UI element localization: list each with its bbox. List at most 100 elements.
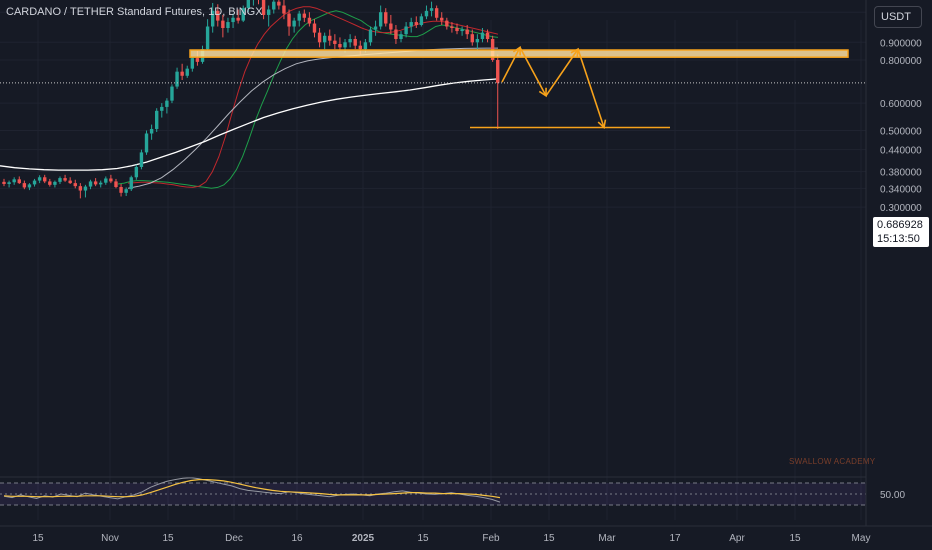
candle-body bbox=[78, 186, 83, 191]
candle-body bbox=[307, 17, 312, 24]
candle-body bbox=[455, 28, 459, 32]
candle-body bbox=[83, 186, 88, 191]
candle-body bbox=[2, 181, 6, 184]
x-tick-label: Mar bbox=[598, 533, 616, 544]
candle-body bbox=[32, 180, 37, 185]
last-price-value: 0.686928 bbox=[877, 219, 923, 231]
candle-body bbox=[261, 0, 266, 15]
projection-segment bbox=[501, 47, 521, 83]
candle-body bbox=[277, 1, 281, 6]
candle-body bbox=[180, 71, 184, 76]
y-tick-label: 0.600000 bbox=[880, 99, 922, 110]
candle-body bbox=[149, 128, 154, 134]
x-tick-label: 16 bbox=[291, 533, 303, 544]
author-watermark: SWALLOW ACADEMY bbox=[789, 457, 876, 466]
candle-body bbox=[419, 16, 424, 26]
candle-body bbox=[373, 26, 378, 30]
candle-body bbox=[88, 181, 93, 187]
candle-body bbox=[216, 10, 220, 21]
y-tick-label: 0.300000 bbox=[880, 203, 922, 214]
last-price-tag: 0.686928 15:13:50 bbox=[873, 217, 929, 247]
candle-body bbox=[246, 0, 251, 9]
projection-segment bbox=[545, 48, 579, 97]
currency-button[interactable]: USDT bbox=[874, 6, 922, 28]
candle-body bbox=[119, 187, 123, 193]
candle-body bbox=[312, 23, 317, 33]
moving-average-line bbox=[0, 78, 499, 171]
candle-body bbox=[404, 26, 408, 35]
y-tick-label: 0.900000 bbox=[880, 38, 922, 49]
candle-body bbox=[43, 177, 47, 182]
moving-average-line bbox=[127, 6, 499, 188]
candle-body bbox=[221, 20, 225, 29]
candle-body bbox=[470, 34, 474, 43]
candle-body bbox=[63, 178, 67, 181]
candle-body bbox=[429, 8, 434, 11]
candle-body bbox=[104, 178, 108, 183]
candle-body bbox=[328, 35, 332, 41]
candle-body bbox=[394, 29, 398, 40]
candle-body bbox=[353, 39, 357, 46]
candle-body bbox=[368, 29, 373, 43]
candle-body bbox=[302, 13, 307, 18]
y-tick-label: 0.500000 bbox=[880, 126, 922, 137]
candle-body bbox=[445, 20, 449, 27]
candle-body bbox=[480, 32, 485, 40]
y-tick-label: 0.340000 bbox=[880, 184, 922, 195]
last-price-countdown: 15:13:50 bbox=[877, 233, 920, 245]
candle-body bbox=[17, 179, 21, 184]
candle-body bbox=[496, 59, 500, 83]
candle-body bbox=[389, 23, 393, 30]
candle-body bbox=[465, 29, 469, 35]
candle-body bbox=[414, 22, 418, 26]
y-tick-label: 0.800000 bbox=[880, 56, 922, 67]
candle-body bbox=[241, 8, 245, 21]
drawings bbox=[0, 45, 866, 130]
y-tick-label: 0.380000 bbox=[880, 168, 922, 179]
x-tick-label: 15 bbox=[162, 533, 174, 544]
candle-body bbox=[93, 181, 98, 185]
candle-body bbox=[358, 45, 362, 50]
candle-body bbox=[109, 178, 113, 182]
x-tick-label: Nov bbox=[101, 533, 119, 544]
rsi-ma-line bbox=[3, 479, 501, 499]
x-tick-label: 17 bbox=[669, 533, 681, 544]
candle-body bbox=[231, 17, 235, 23]
y-tick-label: 0.440000 bbox=[880, 146, 922, 157]
candle-body bbox=[73, 183, 77, 187]
candle-body bbox=[99, 182, 103, 185]
candle-body bbox=[424, 10, 429, 17]
candle-body bbox=[195, 58, 200, 62]
candle-body bbox=[322, 35, 327, 43]
projection-segment bbox=[577, 48, 605, 128]
candle-body bbox=[27, 184, 32, 188]
candle-body bbox=[440, 17, 444, 21]
rsi-level-label: 50.00 bbox=[880, 490, 905, 501]
candle-body bbox=[185, 68, 189, 76]
candle-body bbox=[236, 17, 240, 21]
candle-body bbox=[378, 12, 383, 27]
grid-lines bbox=[0, 11, 866, 520]
x-tick-label: Dec bbox=[225, 533, 243, 544]
candle-body bbox=[165, 100, 169, 107]
rsi-pane bbox=[0, 477, 866, 506]
candle-body bbox=[129, 177, 133, 190]
candle-body bbox=[485, 32, 490, 40]
candle-body bbox=[7, 182, 11, 184]
candle-body bbox=[343, 42, 347, 48]
candle-body bbox=[450, 26, 454, 29]
candle-body bbox=[282, 5, 286, 14]
candle-body bbox=[190, 58, 195, 69]
candle-body bbox=[266, 9, 271, 15]
x-tick-label: 15 bbox=[417, 533, 429, 544]
candle-body bbox=[272, 1, 276, 10]
candle-body bbox=[58, 178, 62, 182]
candle-body bbox=[363, 42, 368, 50]
candle-body bbox=[124, 189, 128, 193]
candle-body bbox=[170, 86, 174, 101]
candle-body bbox=[434, 8, 439, 18]
x-tick-label: 15 bbox=[789, 533, 801, 544]
